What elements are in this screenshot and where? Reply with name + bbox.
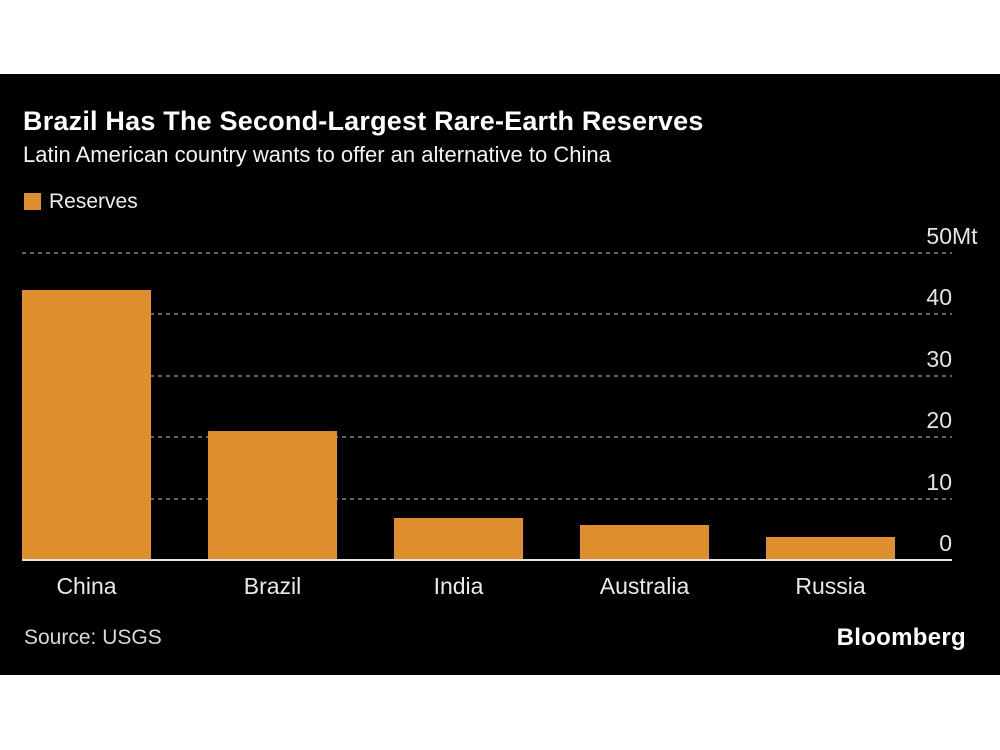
- gridline-50: [22, 252, 952, 254]
- bar-brazil: [208, 431, 337, 560]
- y-tick-value: 10: [926, 468, 952, 495]
- x-label-brazil: Brazil: [243, 573, 302, 599]
- y-tick-label-40: 40: [926, 283, 952, 311]
- y-tick-label-10: 10: [926, 468, 952, 496]
- gridline-30: [22, 374, 952, 377]
- x-label-australia: Australia: [599, 573, 690, 599]
- chart-title: Brazil Has The Second-Largest Rare-Earth…: [23, 106, 704, 136]
- y-tick-value: 0: [939, 530, 952, 556]
- y-tick-value: 30: [926, 345, 952, 372]
- y-axis-unit: Mt: [952, 223, 978, 249]
- legend-swatch: [24, 193, 41, 210]
- bloomberg-logo: Bloomberg: [836, 624, 966, 651]
- bar-china: [22, 289, 151, 560]
- y-tick-label-50: 50 Mt: [926, 222, 977, 250]
- gridline-40: [22, 313, 952, 316]
- y-tick-value: 50: [926, 223, 952, 249]
- bar-russia: [766, 536, 895, 560]
- source-label: Source: USGS: [24, 626, 162, 649]
- y-tick-value: 40: [926, 284, 952, 311]
- x-label-russia: Russia: [795, 573, 866, 599]
- gridline-10: [22, 497, 952, 500]
- legend-label: Reserves: [49, 190, 138, 213]
- gridline-20: [22, 436, 952, 439]
- chart-subtitle: Latin American country wants to offer an…: [23, 142, 611, 167]
- y-tick-label-20: 20: [926, 406, 952, 434]
- y-tick-value: 20: [926, 407, 952, 434]
- y-tick-label-0: 0: [939, 529, 952, 557]
- y-tick-label-30: 30: [926, 345, 952, 373]
- chart-card: Brazil Has The Second-Largest Rare-Earth…: [0, 74, 1000, 675]
- bar-india: [394, 517, 523, 560]
- x-label-china: China: [56, 573, 117, 599]
- x-axis-baseline: [22, 559, 952, 561]
- x-label-india: India: [433, 573, 484, 599]
- bar-australia: [580, 525, 709, 560]
- legend: Reserves: [24, 191, 138, 212]
- plot-area: 0 10 20 30 40 50 Mt China Brazil India Australia Ru…: [22, 222, 978, 599]
